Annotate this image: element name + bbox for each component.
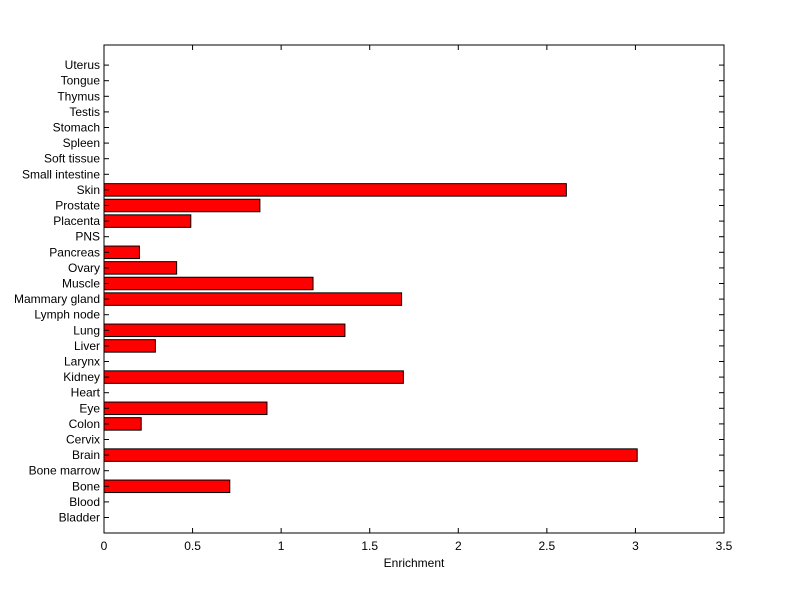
x-tick-label: 1.5 [361,539,378,553]
y-tick-label-bladder: Bladder [59,511,100,525]
y-tick-label-eye: Eye [79,401,100,415]
x-tick-label: 2.5 [539,539,556,553]
y-tick-label-soft-tissue: Soft tissue [44,152,100,166]
bar-kidney [103,370,404,384]
y-tick-label-mammary-gland: Mammary gland [14,292,100,306]
y-tick-label-tongue: Tongue [61,74,101,88]
y-tick-label-small-intestine: Small intestine [22,167,100,181]
y-tick-label-heart: Heart [71,386,101,400]
bars-group [103,183,638,494]
bar-pancreas [103,245,140,260]
bar-prostate [103,198,261,213]
bar-mammary-gland [103,292,403,306]
bar-muscle [103,276,314,291]
y-tick-label-colon: Colon [69,417,100,431]
bar-brain [103,448,638,462]
y-tick-label-pancreas: Pancreas [49,245,100,259]
y-tick-label-uterus: Uterus [65,58,100,72]
y-tick-label-thymus: Thymus [57,89,100,103]
y-tick-label-pns: PNS [75,230,100,244]
y-tick-label-placenta: Placenta [53,214,100,228]
bar-liver [103,339,156,353]
x-tick-label: 3 [632,539,639,553]
y-tick-label-stomach: Stomach [53,121,100,135]
y-tick-label-liver: Liver [74,339,100,353]
y-tick-label-testis: Testis [69,105,100,119]
y-tick-label-bone-marrow: Bone marrow [29,464,101,478]
bar-bone [103,479,231,494]
bar-ovary [103,261,178,275]
y-tick-label-muscle: Muscle [62,277,100,291]
y-tick-label-lung: Lung [73,323,100,337]
x-axis-title: Enrichment [384,556,445,570]
y-tick-label-ovary: Ovary [68,261,100,275]
y-tick-label-bone: Bone [72,479,100,493]
y-tick-label-blood: Blood [69,495,100,509]
bar-colon [103,417,142,431]
x-tick-label: 1 [278,539,285,553]
y-tick-label-larynx: Larynx [64,355,100,369]
x-ticks-group: 0 0.5 1 1.5 2 2.5 3 3.5 [101,45,733,553]
bar-eye [103,401,268,416]
bar-placenta [103,214,192,228]
y-tick-label-kidney: Kidney [63,370,100,384]
y-tick-label-spleen: Spleen [63,136,100,150]
x-tick-label: 0.5 [184,539,201,553]
y-tick-label-prostate: Prostate [55,199,100,213]
x-tick-label: 3.5 [716,539,733,553]
x-tick-label: 2 [455,539,462,553]
bar-lung [103,323,346,338]
x-tick-label: 0 [101,539,108,553]
y-tick-label-skin: Skin [77,183,100,197]
bar-skin [103,183,567,197]
y-tick-label-cervix: Cervix [66,433,100,447]
y-tick-label-brain: Brain [72,448,100,462]
y-tick-label-lymph-node: Lymph node [34,308,100,322]
